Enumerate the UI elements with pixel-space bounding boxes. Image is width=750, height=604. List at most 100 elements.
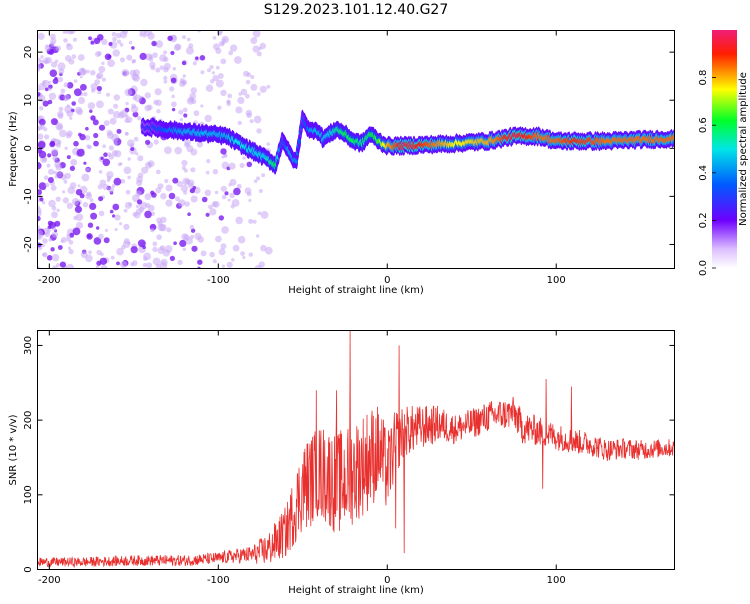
noise-dot	[119, 222, 123, 226]
noise-dot	[103, 237, 110, 244]
colorbar-label: Normalized spectral amplitude	[738, 72, 749, 226]
noise-dot	[54, 220, 61, 227]
noise-dot	[79, 75, 83, 79]
noise-dot	[44, 134, 50, 140]
noise-dot	[182, 247, 186, 251]
noise-dot	[173, 241, 177, 245]
noise-dot	[75, 221, 84, 229]
noise-dot	[44, 231, 51, 238]
noise-dot	[151, 40, 157, 47]
noise-dot	[85, 126, 89, 131]
noise-dot	[154, 88, 162, 96]
noise-dot	[160, 216, 167, 223]
noise-dot	[143, 252, 152, 261]
noise-dot	[56, 142, 61, 148]
noise-dot	[113, 94, 121, 101]
noise-dot	[101, 38, 108, 46]
noise-dot	[56, 208, 60, 212]
noise-dot	[108, 145, 114, 151]
noise-dot	[53, 170, 58, 175]
noise-dot	[197, 236, 204, 243]
noise-dot	[37, 92, 41, 97]
noise-dot	[147, 162, 152, 166]
noise-dot	[228, 50, 234, 56]
noise-dot	[240, 251, 246, 256]
noise-dot	[249, 119, 254, 124]
noise-dot	[56, 263, 60, 268]
noise-dot	[106, 129, 113, 136]
noise-dot	[48, 87, 52, 92]
noise-dot	[108, 186, 115, 193]
noise-dot	[170, 77, 177, 84]
noise-dot	[212, 75, 219, 82]
noise-dot	[260, 211, 269, 219]
noise-dot	[89, 109, 93, 113]
noise-dot	[217, 73, 224, 79]
y-tick-label: 300	[23, 336, 34, 355]
noise-dot	[69, 165, 75, 171]
noise-dot	[112, 36, 117, 42]
noise-dot	[124, 118, 130, 123]
noise-dot	[98, 233, 104, 240]
noise-dot	[93, 37, 101, 44]
noise-dot	[88, 36, 92, 41]
noise-dot	[119, 30, 128, 39]
noise-dot	[64, 146, 68, 150]
noise-dot	[51, 211, 58, 219]
noise-dot	[95, 51, 101, 57]
noise-dot	[166, 227, 172, 233]
noise-dot	[208, 204, 213, 210]
noise-dot	[178, 109, 184, 115]
noise-dot	[176, 180, 183, 188]
y-tick-label: -20	[23, 236, 34, 252]
noise-dot	[209, 208, 217, 216]
x-tick-label: -100	[207, 275, 230, 286]
noise-dot	[66, 234, 71, 239]
noise-dot	[38, 94, 46, 103]
noise-dot	[46, 254, 53, 261]
noise-dot	[181, 60, 187, 66]
noise-dot	[179, 80, 186, 88]
noise-dot	[229, 192, 235, 199]
noise-dot	[235, 216, 243, 225]
noise-dot	[37, 205, 41, 210]
noise-dot	[129, 143, 134, 148]
noise-dot	[99, 257, 108, 265]
noise-dot	[164, 178, 169, 184]
noise-dot	[222, 38, 227, 43]
noise-dot	[180, 184, 188, 192]
noise-dot	[57, 113, 64, 119]
noise-dot	[66, 155, 71, 160]
y-tick-label: 10	[23, 94, 34, 107]
noise-dot	[79, 68, 87, 76]
noise-dot	[132, 74, 140, 82]
noise-dot	[77, 184, 81, 188]
noise-dot	[258, 261, 265, 268]
spectrogram-frame	[37, 30, 675, 269]
noise-dot	[220, 89, 227, 97]
noise-dot	[197, 259, 203, 265]
noise-dot	[112, 110, 121, 119]
noise-dot	[109, 209, 114, 214]
noise-dot	[86, 69, 90, 74]
noise-dot	[207, 68, 211, 73]
noise-dot	[240, 88, 248, 96]
noise-dot	[215, 79, 224, 88]
noise-dot	[70, 158, 78, 166]
noise-dot	[190, 228, 196, 233]
noise-dot	[185, 237, 193, 245]
noise-dot	[73, 88, 82, 97]
noise-dot	[89, 202, 97, 210]
noise-dot	[86, 233, 93, 240]
noise-dot	[125, 101, 129, 106]
noise-dot	[250, 37, 258, 45]
spectrogram-x-label: Height of straight line (km)	[288, 285, 424, 296]
noise-dot	[229, 44, 238, 52]
noise-dot	[127, 241, 131, 245]
noise-dot	[199, 55, 206, 61]
noise-dot	[100, 156, 104, 161]
noise-dot	[88, 250, 92, 255]
noise-dot	[152, 52, 158, 58]
noise-dot	[47, 177, 54, 183]
noise-dot	[144, 193, 152, 201]
